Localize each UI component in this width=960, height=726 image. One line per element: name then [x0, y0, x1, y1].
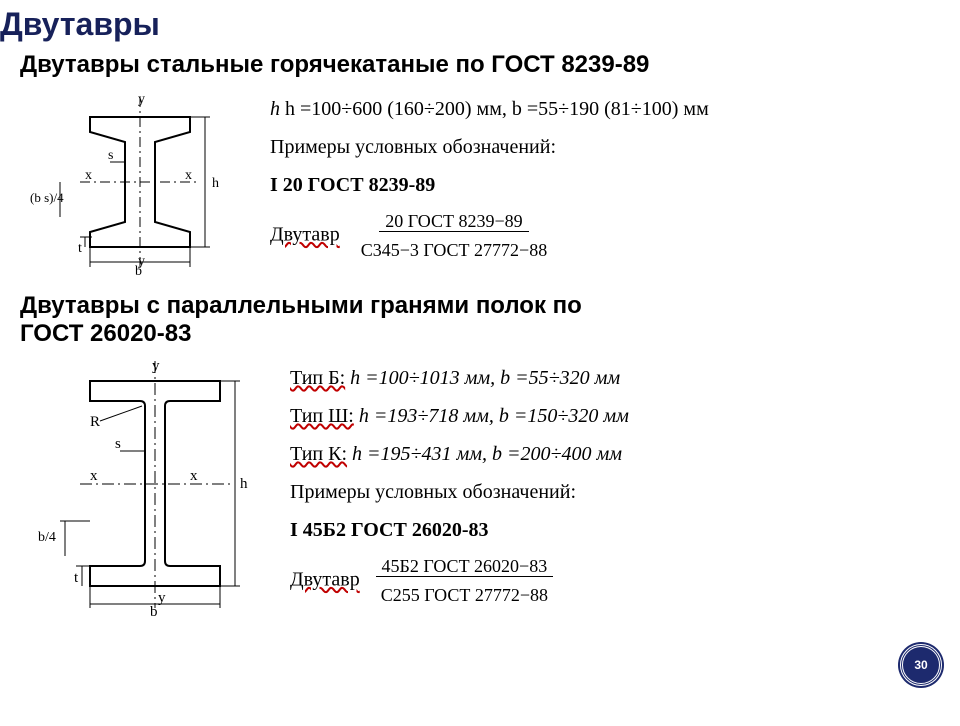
s1-frac-num: 20 ГОСТ 8239−89 — [379, 211, 528, 232]
label-t: t — [78, 241, 82, 256]
s2-type-k-d: h =195÷431 мм, b =200÷400 мм — [347, 443, 622, 465]
s2-type-b-l: Тип Б: — [290, 367, 345, 389]
section2-subtitle: Двутавры с параллельными гранями полок п… — [20, 292, 960, 348]
s2-b4: b/4 — [38, 530, 56, 545]
s2-s: s — [115, 436, 121, 452]
s2-x-r: x — [190, 468, 198, 484]
s2-examples-label: Примеры условных обозначений: — [290, 476, 960, 508]
section1: y y x x s t b h (b s)/4 h h =100÷600 (16… — [30, 87, 960, 282]
s1-frac-label: Двутавр — [270, 223, 340, 245]
s1-examples-label: Примеры условных обозначений: — [270, 131, 960, 163]
section1-diagram: y y x x s t b h (b s)/4 — [30, 87, 230, 282]
s2-type-sh-l: Тип Ш: — [290, 405, 354, 427]
s2-sub-l1: Двутавры с параллельными гранями полок п… — [20, 292, 582, 319]
section1-text: h h =100÷600 (160÷200) мм, b =55÷190 (81… — [270, 87, 960, 271]
s2-R: R — [90, 414, 100, 430]
s2-h: h — [240, 476, 248, 492]
s2-b: b — [150, 604, 158, 616]
s1-fraction: 20 ГОСТ 8239−89 С345−3 ГОСТ 27772−88 — [355, 207, 554, 265]
s2-fraction: 45Б2 ГОСТ 26020−83 С255 ГОСТ 27772−88 — [375, 552, 554, 610]
page-title: Двутавры — [0, 6, 960, 43]
section2: y y x x R s t b h b/4 Тип Б: h =100÷1013… — [30, 356, 960, 621]
s1-dims: h =100÷600 (160÷200) мм, b =55÷190 (81÷1… — [285, 98, 709, 120]
s2-y-bot: y — [158, 590, 166, 606]
section2-diagram: y y x x R s t b h b/4 — [30, 356, 250, 621]
s2-frac-label: Двутавр — [290, 568, 360, 590]
section1-subtitle: Двутавры стальные горячекатаные по ГОСТ … — [20, 51, 960, 79]
s2-frac-den: С255 ГОСТ 27772−88 — [375, 585, 554, 605]
s2-y-top: y — [152, 358, 160, 374]
s2-ex1: I 45Б2 ГОСТ 26020-83 — [290, 514, 960, 546]
label-x-r: x — [185, 168, 192, 183]
s2-type-k-l: Тип К: — [290, 443, 347, 465]
label-bs4: (b s)/4 — [30, 190, 64, 205]
s2-type-b-d: h =100÷1013 мм, b =55÷320 мм — [345, 367, 620, 389]
label-h: h — [212, 176, 219, 191]
s2-x-l: x — [90, 468, 98, 484]
section2-text: Тип Б: h =100÷1013 мм, b =55÷320 мм Тип … — [290, 356, 960, 616]
page-number-badge: 30 — [900, 644, 942, 686]
s1-frac-den: С345−3 ГОСТ 27772−88 — [355, 240, 554, 260]
s2-t: t — [74, 570, 79, 586]
s1-ex1: I 20 ГОСТ 8239-89 — [270, 169, 960, 201]
s2-type-sh-d: h =193÷718 мм, b =150÷320 мм — [354, 405, 629, 427]
s2-frac-num: 45Б2 ГОСТ 26020−83 — [376, 556, 554, 577]
label-s: s — [108, 148, 113, 163]
label-b: b — [135, 264, 142, 277]
label-x-l: x — [85, 168, 92, 183]
label-y-top: y — [138, 92, 145, 107]
s2-sub-l2: ГОСТ 26020-83 — [20, 320, 191, 347]
